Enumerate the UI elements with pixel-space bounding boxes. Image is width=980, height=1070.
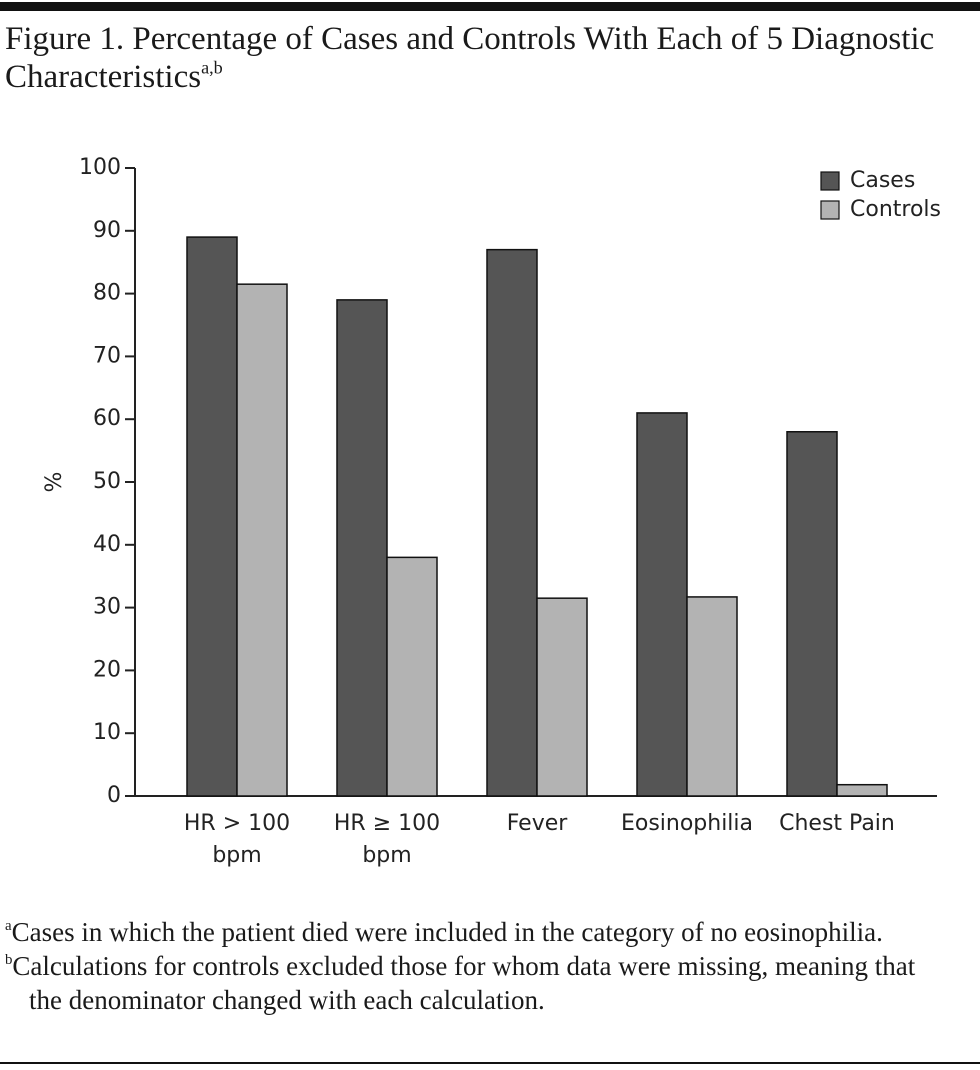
bar (386, 556, 438, 797)
title-superscript: a,b (201, 57, 223, 78)
bar (336, 299, 388, 797)
y-tick-label: 90 (93, 218, 121, 243)
x-tick-label: HR ≥ 100 bpm (333, 811, 441, 868)
x-tick-label: Eosinophilia (620, 811, 754, 836)
legend-swatch (820, 171, 840, 191)
x-tick-label: HR > 100 bpm (183, 811, 291, 868)
figure-title: Figure 1. Percentage of Cases and Contro… (5, 20, 965, 96)
y-tick-label: 100 (79, 155, 121, 180)
footnote-text: Calculations for controls excluded those… (12, 951, 916, 1015)
y-tick-label: 20 (93, 657, 121, 682)
legend-label: Cases (850, 168, 915, 193)
y-tick-label: 0 (107, 783, 121, 808)
chart: % 0 10 20 30 40 50 60 70 80 90 100 Cases Controls (42, 155, 941, 808)
bar (536, 597, 588, 797)
footnote: aCases in which the patient died were in… (5, 915, 950, 949)
y-tick-label: 60 (93, 406, 121, 431)
y-tick-label: 40 (93, 532, 121, 557)
bar (486, 248, 538, 797)
y-tick-label: 80 (93, 281, 121, 306)
bar (636, 412, 688, 797)
footnote: bCalculations for controls excluded thos… (5, 949, 950, 1017)
bar (836, 783, 888, 797)
top-rule (0, 2, 980, 11)
footnote-marker: a (5, 917, 12, 934)
bar (236, 283, 288, 797)
y-axis-label: % (42, 472, 67, 493)
y-tick-label: 70 (93, 343, 121, 368)
y-tick-label: 10 (93, 720, 121, 745)
bar (186, 236, 238, 797)
y-tick-label: 50 (93, 469, 121, 494)
bottom-rule (0, 1062, 980, 1064)
y-tick-label: 30 (93, 595, 121, 620)
footnote-text: Cases in which the patient died were inc… (11, 917, 883, 947)
footnote-marker: b (5, 951, 13, 968)
x-tick-label: Chest Pain (779, 811, 895, 836)
title-text: Figure 1. Percentage of Cases and Contro… (5, 21, 935, 95)
legend-label: Controls (850, 197, 941, 222)
legend-swatch (820, 200, 840, 220)
x-tick-label: Fever (506, 811, 568, 836)
bar (686, 596, 738, 797)
bar (786, 431, 838, 797)
footnotes: aCases in which the patient died were in… (5, 915, 950, 1017)
